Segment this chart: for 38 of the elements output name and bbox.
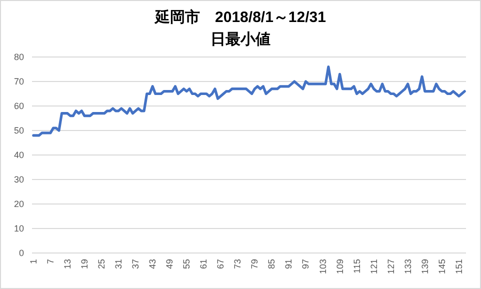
x-tick-label: 55 <box>182 259 192 270</box>
x-tick-label: 97 <box>300 259 311 270</box>
x-tick-label: 109 <box>334 259 345 274</box>
x-tick-label: 61 <box>198 259 209 270</box>
x-tick-label: 43 <box>148 259 158 270</box>
x-tick-label: 73 <box>232 259 243 270</box>
x-tick-label: 37 <box>130 259 141 270</box>
x-tick-label: 121 <box>368 259 379 274</box>
chart-subtitle: 日最小値 <box>210 31 270 48</box>
x-tick-label: 19 <box>79 259 90 270</box>
x-tick-label: 133 <box>402 259 413 274</box>
x-tick-label: 67 <box>216 259 226 270</box>
y-tick-label: 10 <box>14 224 24 234</box>
y-tick-label: 70 <box>14 76 24 87</box>
x-tick-label: 145 <box>436 259 447 274</box>
x-tick-label: 115 <box>352 259 362 274</box>
x-tick-label: 79 <box>250 259 260 270</box>
chart-title: 延岡市 2018/8/1～12/31 <box>154 8 326 26</box>
x-tick-label: 151 <box>454 259 464 274</box>
x-tick-label: 1 <box>28 259 38 264</box>
x-tick-label: 7 <box>45 259 56 264</box>
y-tick-label: 30 <box>14 174 24 185</box>
x-tick-label: 49 <box>164 259 175 270</box>
line-series <box>32 66 466 137</box>
x-tick-label: 127 <box>386 259 396 274</box>
x-tick-label: 103 <box>318 259 328 274</box>
y-tick-label: 0 <box>18 248 24 258</box>
x-tick-label: 13 <box>62 259 72 270</box>
x-tick-label: 85 <box>266 259 277 270</box>
y-tick-label: 20 <box>14 199 24 210</box>
x-tick-label: 91 <box>284 259 294 270</box>
x-tick-label: 31 <box>114 259 124 270</box>
y-tick-label: 60 <box>14 101 24 112</box>
y-tick-label: 80 <box>14 52 24 62</box>
y-tick-label: 40 <box>14 150 24 160</box>
x-tick-label: 139 <box>420 259 430 274</box>
y-tick-label: 50 <box>14 126 24 136</box>
x-tick-label: 25 <box>96 259 106 270</box>
